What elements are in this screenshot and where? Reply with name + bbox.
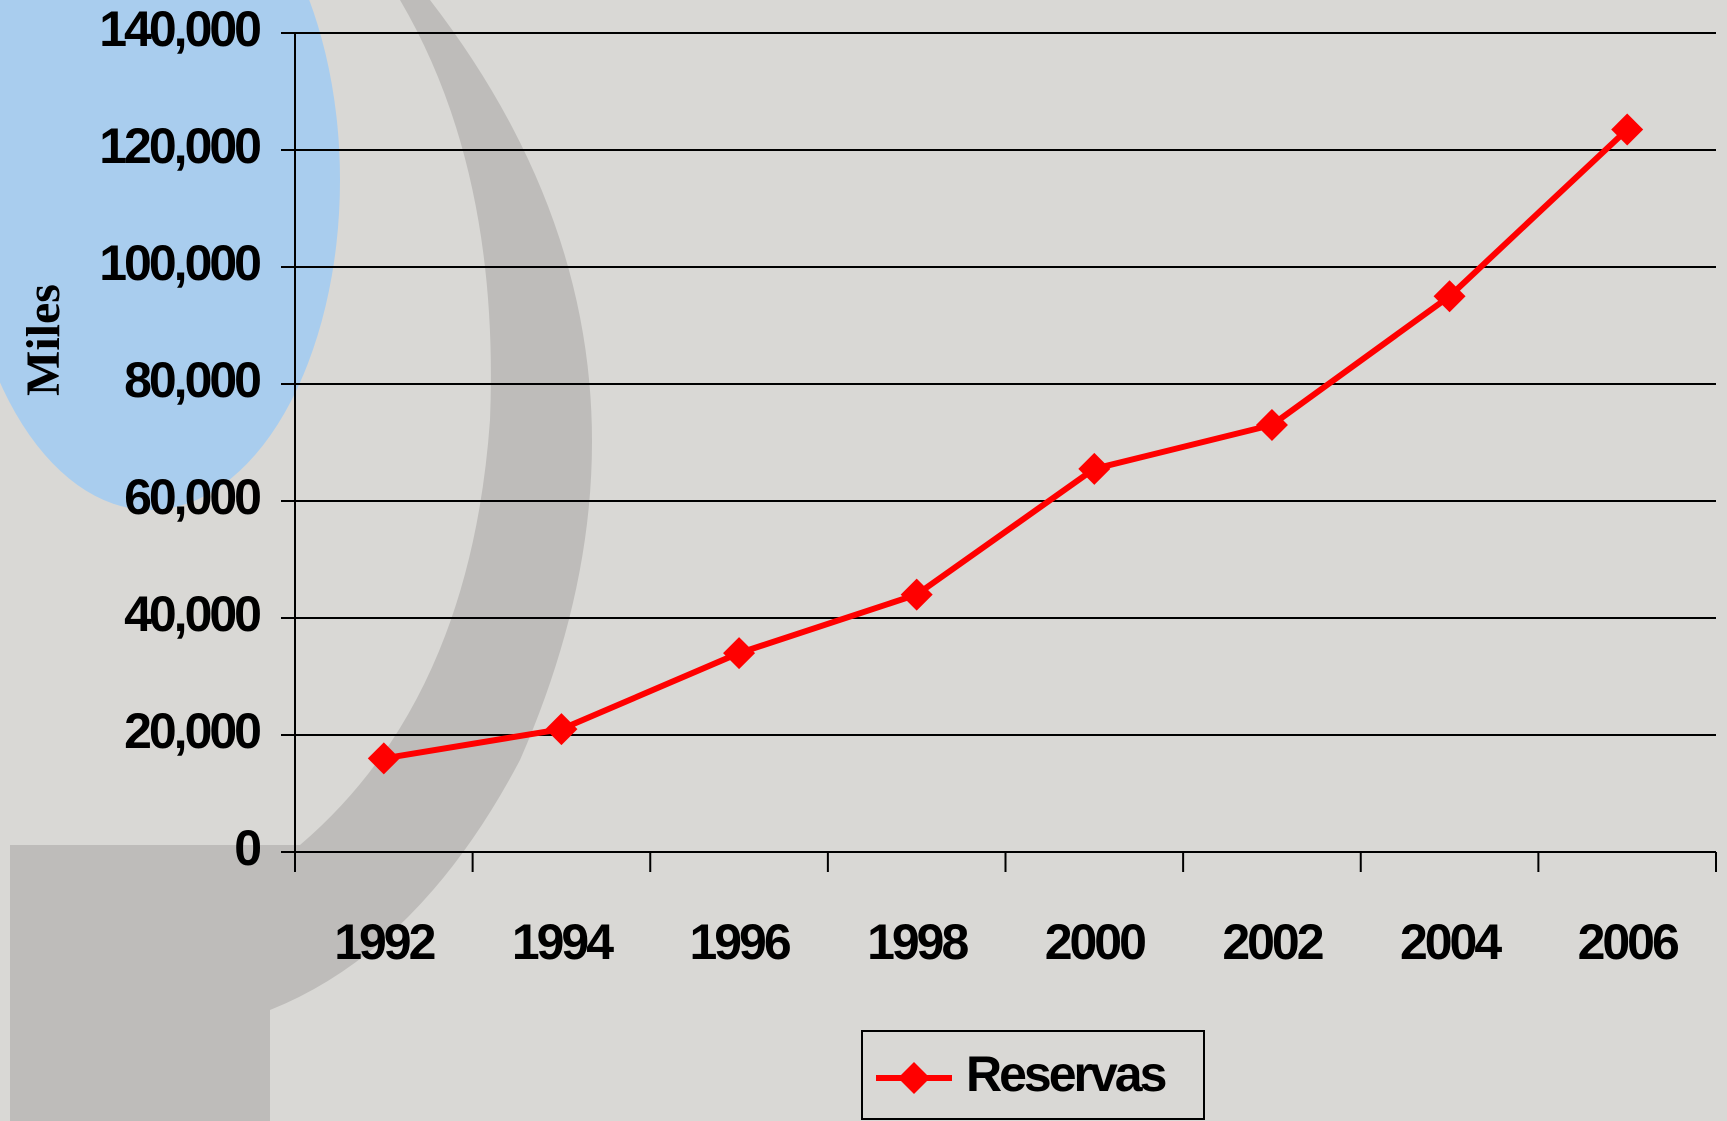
legend-label: Reservas [966, 1046, 1166, 1102]
x-tick-label: 2004 [1400, 914, 1502, 970]
x-tick-label: 1996 [689, 914, 789, 970]
y-tick-label: 120,000 [99, 118, 260, 174]
y-tick-label: 20,000 [124, 703, 260, 759]
y-tick-label: 140,000 [99, 1, 260, 57]
x-tick-label: 1998 [867, 914, 968, 970]
y-tick-label: 60,000 [124, 469, 260, 525]
x-tick-label: 2006 [1578, 914, 1678, 970]
y-tick-label: 40,000 [124, 586, 260, 642]
chart: Miles 0 20,000 40,000 60,000 80,000 100,000 12… [0, 0, 1727, 1121]
x-tick-label: 1992 [334, 914, 434, 970]
y-tick-label: 80,000 [124, 352, 260, 408]
y-tick-label: 100,000 [99, 235, 260, 291]
y-axis-title: Miles [17, 284, 70, 396]
x-tick-label: 1994 [512, 914, 614, 970]
x-tick-label: 2000 [1045, 914, 1145, 970]
y-tick-label: 0 [234, 820, 260, 876]
x-tick-label: 2002 [1222, 914, 1322, 970]
